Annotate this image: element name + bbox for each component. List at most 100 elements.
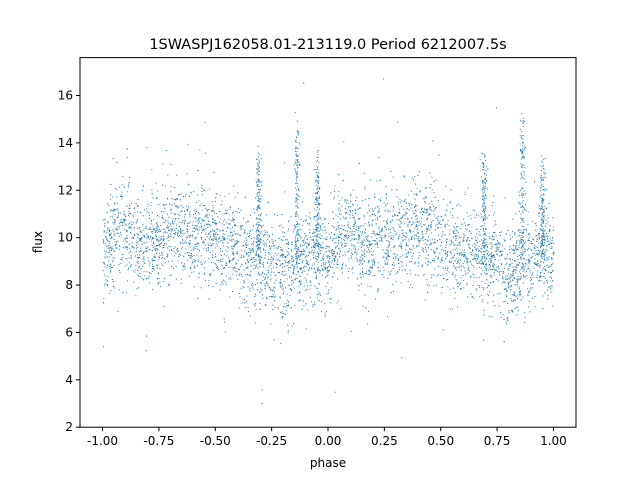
data-point bbox=[264, 278, 266, 280]
data-point bbox=[212, 250, 214, 252]
data-point bbox=[341, 243, 343, 245]
data-point bbox=[245, 263, 246, 265]
data-point bbox=[340, 228, 342, 229]
data-point bbox=[234, 219, 236, 221]
data-point bbox=[222, 230, 224, 231]
data-point bbox=[353, 234, 355, 236]
data-point bbox=[139, 257, 140, 258]
data-point bbox=[321, 235, 323, 237]
data-point bbox=[252, 261, 253, 263]
data-point bbox=[316, 275, 318, 277]
data-point bbox=[451, 261, 453, 263]
data-point bbox=[193, 191, 195, 193]
data-point bbox=[452, 217, 454, 219]
data-point bbox=[414, 261, 416, 263]
data-point bbox=[179, 214, 181, 216]
data-point bbox=[460, 237, 462, 238]
data-point bbox=[496, 266, 498, 268]
data-point bbox=[213, 210, 215, 212]
data-point bbox=[244, 302, 246, 304]
data-point bbox=[356, 258, 358, 260]
data-point bbox=[181, 210, 183, 212]
data-point bbox=[300, 237, 302, 239]
data-point bbox=[524, 266, 526, 268]
data-point bbox=[492, 264, 494, 266]
data-point bbox=[518, 235, 520, 237]
data-point bbox=[288, 267, 290, 269]
data-point bbox=[177, 198, 179, 200]
data-point bbox=[367, 235, 369, 237]
data-point bbox=[468, 268, 470, 270]
data-point bbox=[491, 316, 493, 318]
data-point bbox=[333, 238, 335, 240]
data-point bbox=[419, 211, 421, 213]
data-point bbox=[125, 219, 127, 221]
data-point bbox=[160, 229, 162, 231]
data-point bbox=[505, 321, 507, 323]
data-point bbox=[436, 284, 437, 286]
data-point bbox=[192, 262, 194, 263]
data-point bbox=[196, 229, 198, 231]
data-point bbox=[401, 232, 403, 234]
data-point bbox=[456, 244, 458, 246]
data-point bbox=[318, 293, 320, 295]
data-point bbox=[269, 246, 271, 247]
data-point bbox=[188, 244, 190, 246]
data-point bbox=[524, 241, 526, 243]
data-point bbox=[368, 198, 370, 199]
data-point bbox=[544, 259, 546, 261]
data-point bbox=[361, 240, 363, 242]
data-point bbox=[457, 252, 459, 254]
data-point bbox=[281, 250, 283, 252]
data-point bbox=[358, 259, 360, 261]
data-point bbox=[202, 240, 204, 242]
data-point bbox=[456, 226, 458, 228]
data-point bbox=[418, 232, 420, 234]
data-point bbox=[275, 252, 277, 254]
data-point bbox=[465, 273, 466, 275]
data-point bbox=[498, 268, 500, 270]
data-point bbox=[214, 230, 216, 232]
data-point bbox=[423, 251, 424, 253]
data-point bbox=[416, 187, 418, 189]
data-point bbox=[146, 271, 148, 273]
data-point bbox=[414, 234, 416, 236]
data-point bbox=[269, 265, 271, 266]
data-point bbox=[174, 233, 176, 235]
data-point bbox=[508, 268, 510, 270]
data-point bbox=[508, 276, 510, 278]
data-point bbox=[524, 312, 526, 314]
data-point bbox=[188, 222, 190, 224]
data-point bbox=[495, 244, 497, 245]
data-point bbox=[112, 229, 114, 231]
data-point bbox=[224, 239, 226, 241]
data-point bbox=[330, 262, 332, 264]
data-point bbox=[311, 246, 313, 248]
data-point bbox=[200, 238, 202, 240]
data-point bbox=[486, 217, 488, 219]
data-point bbox=[270, 258, 272, 260]
data-point bbox=[434, 268, 436, 270]
data-point bbox=[117, 209, 119, 211]
data-point bbox=[224, 213, 226, 215]
data-point bbox=[107, 221, 109, 223]
data-point bbox=[422, 214, 424, 215]
data-point bbox=[299, 275, 301, 277]
data-point bbox=[535, 262, 537, 264]
data-point bbox=[325, 261, 327, 263]
data-point bbox=[245, 252, 247, 254]
data-point bbox=[288, 244, 290, 246]
data-point bbox=[337, 209, 339, 211]
data-point bbox=[393, 253, 395, 255]
data-point bbox=[337, 195, 339, 197]
data-point bbox=[330, 287, 332, 289]
data-point bbox=[131, 242, 133, 244]
data-point bbox=[233, 254, 235, 256]
data-point bbox=[322, 256, 324, 258]
data-point bbox=[158, 278, 160, 279]
data-point bbox=[375, 223, 377, 225]
data-point bbox=[259, 255, 261, 257]
data-point bbox=[390, 231, 392, 233]
data-point bbox=[308, 268, 310, 270]
data-point bbox=[308, 251, 310, 253]
